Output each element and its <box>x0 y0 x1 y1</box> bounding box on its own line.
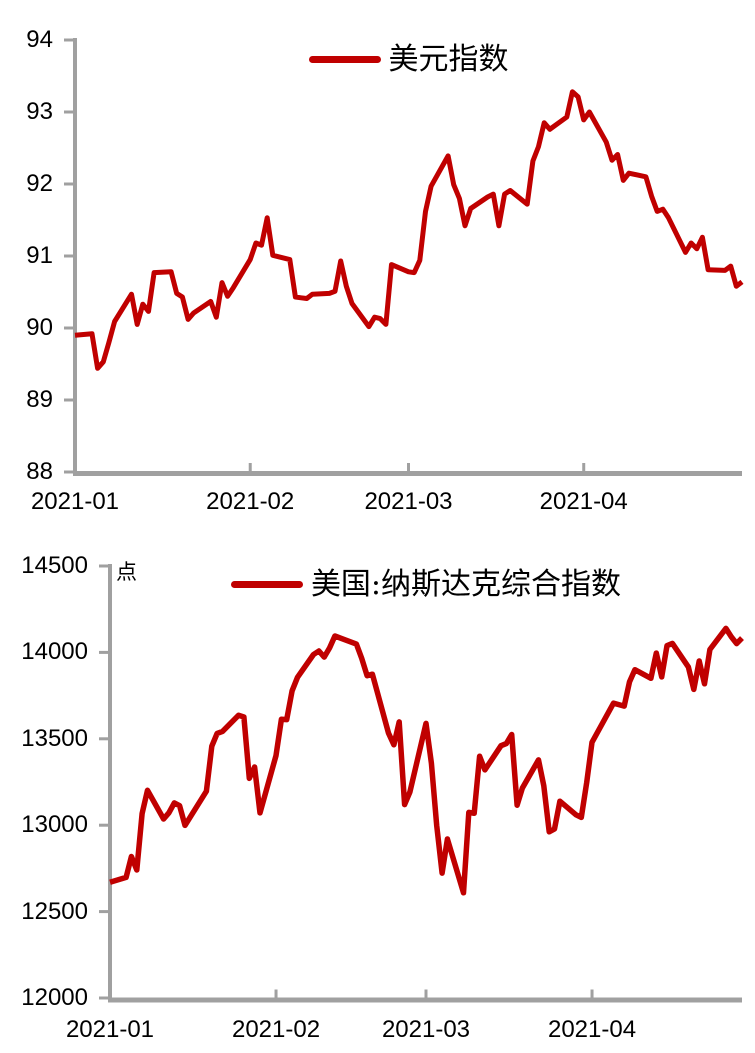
y-tick-mark <box>64 38 73 42</box>
legend-label-nasdaq-index: 美国:纳斯达克综合指数 <box>310 566 622 602</box>
x-axis-line <box>73 471 742 476</box>
y-tick-mark <box>64 470 73 474</box>
y-tick-mark <box>64 398 73 402</box>
y-tick-mark <box>99 823 108 827</box>
y-tick-label: 13000 <box>21 811 88 839</box>
y-tick-mark <box>64 110 73 114</box>
series-line-0 <box>74 89 744 371</box>
y-axis-line <box>108 564 112 1000</box>
x-tick-mark <box>582 463 586 471</box>
x-axis-line <box>108 997 742 1003</box>
x-tick-mark <box>424 989 428 998</box>
x-tick-label: 2021-02 <box>206 488 295 515</box>
legend-label-usd-index: 美元指数 <box>388 41 509 77</box>
y-tick-mark <box>99 564 108 568</box>
y-tick-label: 91 <box>26 242 53 269</box>
y-tick-mark <box>64 254 73 258</box>
x-tick-label: 2021-04 <box>547 1016 637 1043</box>
y-tick-label: 92 <box>26 170 53 197</box>
y-tick-label: 89 <box>26 386 53 413</box>
y-tick-mark <box>99 737 108 741</box>
x-tick-mark <box>590 989 594 998</box>
y-tick-mark <box>99 650 108 654</box>
y-axis-unit-label: 点 <box>116 560 137 584</box>
y-axis-line <box>73 38 77 474</box>
y-tick-label: 14000 <box>21 638 88 666</box>
x-tick-label: 2021-02 <box>231 1016 321 1043</box>
series-line-1 <box>109 625 744 896</box>
x-tick-label: 2021-03 <box>364 488 453 515</box>
y-tick-mark <box>64 182 73 186</box>
y-tick-mark <box>99 910 108 914</box>
y-tick-label: 94 <box>26 26 53 53</box>
y-tick-label: 14500 <box>21 552 88 579</box>
x-tick-label: 2021-03 <box>381 1016 471 1043</box>
y-tick-label: 12000 <box>21 984 88 1011</box>
x-tick-label: 2021-04 <box>539 488 628 515</box>
y-tick-label: 12500 <box>21 897 88 925</box>
y-tick-mark <box>64 326 73 330</box>
legend-usd-index: 美元指数 <box>75 42 742 76</box>
y-tick-label: 93 <box>26 98 53 125</box>
y-tick-label: 90 <box>26 314 53 341</box>
legend-line-swatch <box>230 580 303 588</box>
x-tick-mark <box>274 989 278 998</box>
x-tick-label: 2021-01 <box>65 1016 155 1043</box>
y-tick-label: 88 <box>26 458 53 485</box>
legend-nasdaq-index: 美国:纳斯达克综合指数 <box>110 567 742 601</box>
x-tick-mark <box>248 463 252 471</box>
y-tick-mark <box>99 996 108 1000</box>
legend-line-swatch <box>308 55 381 63</box>
x-tick-mark <box>407 463 410 471</box>
x-tick-label: 2021-01 <box>30 488 120 515</box>
y-tick-label: 13500 <box>21 724 88 752</box>
